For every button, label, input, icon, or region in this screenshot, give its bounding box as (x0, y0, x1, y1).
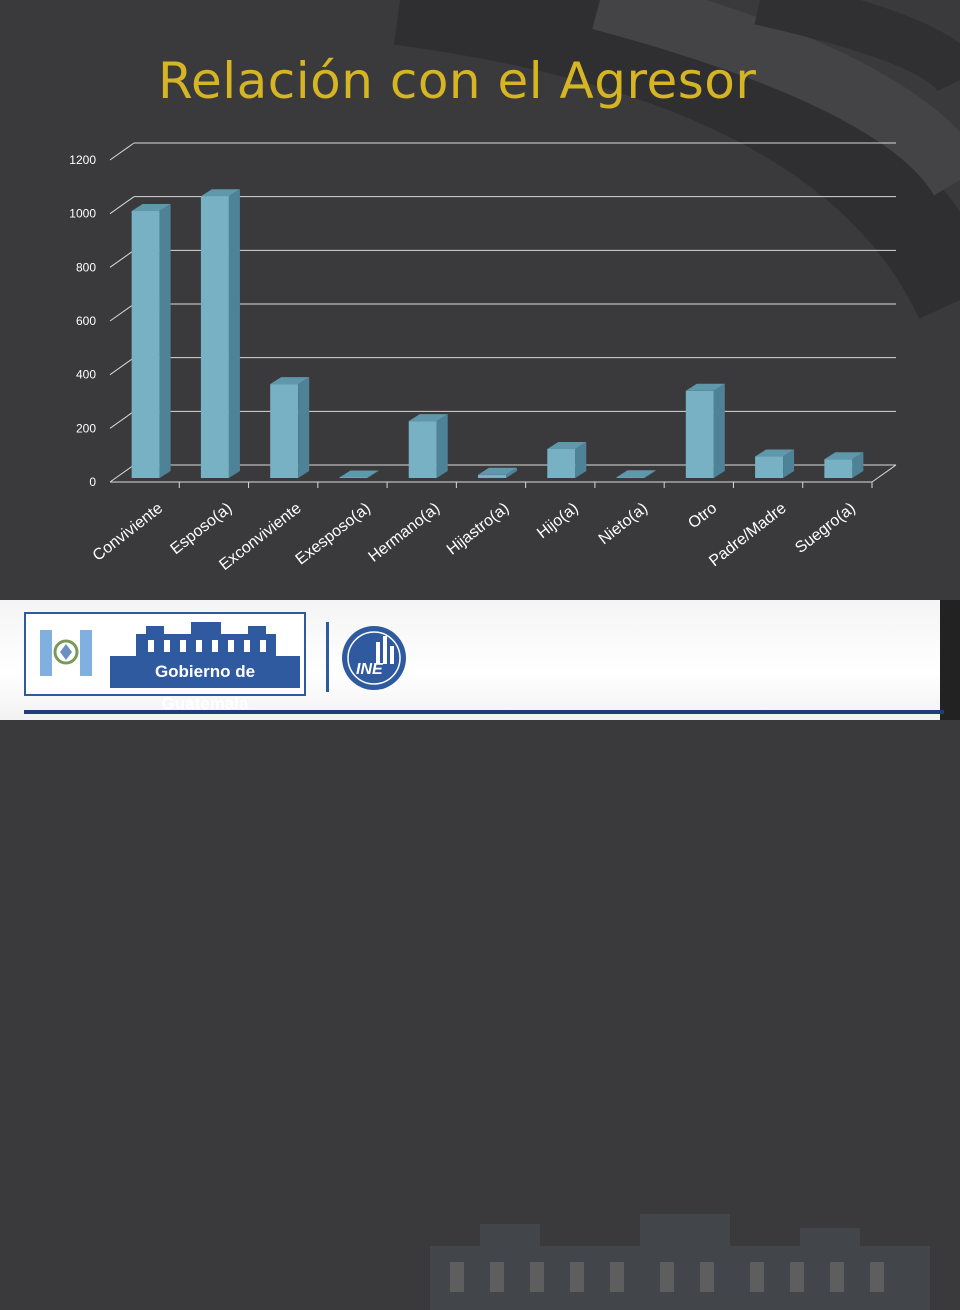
bar (547, 449, 576, 478)
bar-top (685, 383, 725, 391)
palace-icon (136, 622, 276, 656)
bar-top (131, 204, 171, 212)
y-tick-label: 0 (89, 475, 96, 489)
x-tick-label: Padre/Madre (706, 500, 789, 570)
bar-chart: 0 200 400 600 800 1000 1200 Conviviente Esposo(a… (69, 142, 897, 574)
government-logo: Gobierno de Guatemala (24, 612, 306, 713)
bar-side (783, 449, 795, 478)
x-tick-label: Hermano(a) (365, 500, 443, 566)
x-tick-label: Exesposo(a) (293, 500, 374, 569)
bar (616, 477, 645, 478)
bar-top (547, 442, 587, 450)
y-tick-label: 600 (76, 314, 96, 328)
y-tick-label: 400 (76, 368, 96, 382)
bar-side (575, 442, 587, 478)
bar (408, 421, 437, 478)
gridline-diag (109, 249, 135, 268)
bar-top (616, 470, 656, 478)
y-tick-label: 800 (76, 260, 96, 274)
gridline-diag (109, 303, 135, 322)
bar-top (408, 414, 448, 422)
y-tick-label: 1200 (69, 153, 96, 167)
bar-side (436, 414, 448, 478)
bar (685, 390, 714, 478)
gridline-diag (109, 142, 135, 161)
bar (755, 456, 784, 478)
gridline-diag (109, 196, 135, 215)
building-watermark (430, 1214, 930, 1310)
gridline-diag (109, 357, 135, 376)
footer-divider (326, 622, 329, 692)
bar-top (824, 452, 864, 460)
slide-title: Relación con el Agresor (158, 52, 757, 110)
gridline-diag (109, 464, 135, 483)
labels-layer: 0 200 400 600 800 1000 1200 Conviviente Esposo(a… (69, 153, 859, 574)
bar (478, 474, 506, 478)
floor-right-edge (871, 464, 897, 483)
bar (339, 477, 368, 478)
bar-side (713, 383, 725, 478)
bar-side (228, 189, 240, 478)
bar-side (852, 452, 864, 478)
ine-label: INE (356, 661, 384, 678)
grid-layer (109, 142, 897, 488)
bars-layer (131, 189, 864, 478)
y-tick-label: 1000 (69, 207, 96, 221)
x-tick-label: Conviviente (90, 500, 166, 565)
bar-side (159, 204, 171, 478)
x-tick-label: Hijastro(a) (444, 500, 513, 559)
bar-top (270, 377, 310, 385)
gov-label: Gobierno de Guatemala (110, 656, 300, 713)
x-tick-label: Otro (685, 500, 720, 533)
footer-right-bar (940, 600, 960, 720)
y-tick-label: 200 (76, 421, 96, 435)
gridline-diag (109, 410, 135, 429)
footer-bottom-line (24, 710, 944, 714)
bar (200, 196, 229, 478)
bar-top (755, 449, 795, 457)
bar-top (478, 467, 517, 475)
x-tick-label: Nieto(a) (596, 500, 651, 548)
bar-side (506, 467, 517, 478)
background-arcs (394, 0, 960, 320)
bar-side (367, 470, 379, 478)
bar-side (644, 470, 656, 478)
bar (270, 384, 299, 478)
x-tick-label: Suegro(a) (792, 500, 859, 557)
bar-top (339, 470, 379, 478)
bar (824, 459, 853, 478)
x-tick-label: Esposo(a) (167, 500, 235, 558)
bar (131, 211, 160, 478)
bar-side (298, 377, 310, 478)
ine-logo-icon: INE (342, 626, 406, 690)
bar-top (200, 189, 240, 197)
x-tick-label: Hijo(a) (534, 500, 582, 542)
coat-of-arms-icon (40, 630, 92, 676)
